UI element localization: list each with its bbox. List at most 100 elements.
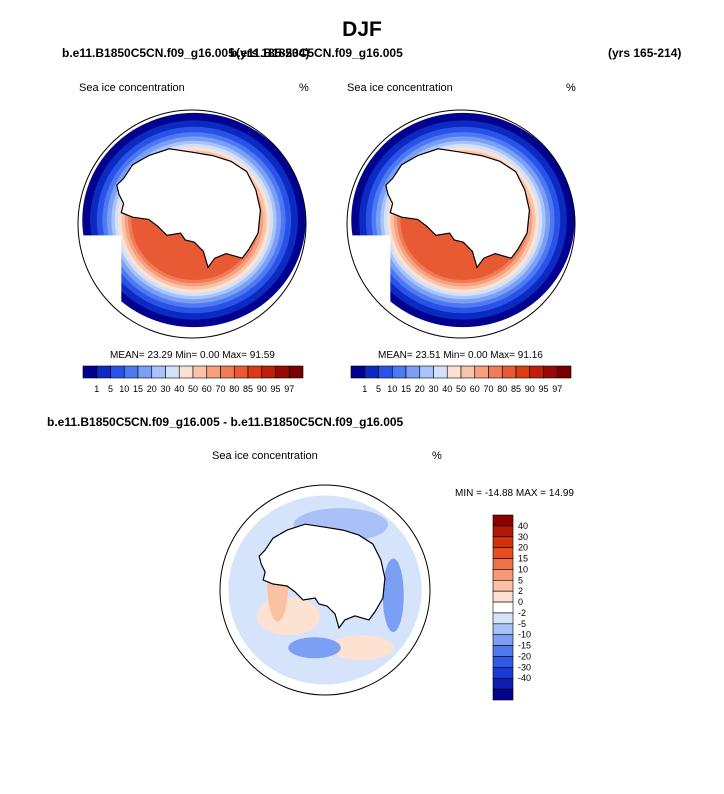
colorbar-box-6 bbox=[492, 579, 514, 592]
colorbar-tick-label: -20 bbox=[518, 651, 531, 661]
colorbar-box-0 bbox=[350, 365, 366, 379]
diff-patch-7 bbox=[288, 637, 341, 659]
colorbar-box-9 bbox=[206, 365, 221, 379]
colorbar-box-15 bbox=[492, 677, 514, 690]
colorbar-tick-label: 10 bbox=[387, 384, 397, 394]
colorbar-tick-label: 90 bbox=[525, 384, 535, 394]
no-data-sector bbox=[78, 235, 122, 338]
colorbar-box-4 bbox=[137, 365, 153, 379]
colorbar-box-12 bbox=[247, 365, 263, 379]
right-variable-label: Sea ice concentration bbox=[347, 82, 453, 94]
colorbar-tick-label: 5 bbox=[518, 575, 523, 585]
colorbar-tick-label: 40 bbox=[174, 384, 184, 394]
colorbar-box-4 bbox=[492, 558, 514, 570]
colorbar-box-2 bbox=[492, 536, 514, 548]
antarctica-outline bbox=[258, 523, 386, 630]
colorbar-tick-label: -15 bbox=[518, 641, 531, 651]
right-years-label: (yrs 165-214) bbox=[608, 46, 682, 60]
left-variable-label: Sea ice concentration bbox=[79, 82, 185, 94]
colorbar-tick-label: 50 bbox=[456, 384, 466, 394]
colorbar-box-10 bbox=[492, 623, 514, 636]
colorbar-box-10 bbox=[488, 365, 503, 379]
colorbar-box-12 bbox=[492, 645, 514, 657]
colorbar-box-5 bbox=[419, 365, 434, 379]
no-data-sector bbox=[347, 235, 391, 338]
right-case-label: b.e11.B1850C5CN.f09_g16.005 bbox=[230, 46, 403, 60]
diff-patch-2 bbox=[330, 635, 394, 661]
colorbar-tick-label: -40 bbox=[518, 673, 531, 683]
colorbar-box-7 bbox=[178, 365, 194, 379]
colorbar-box-7 bbox=[446, 365, 462, 379]
colorbar-tick-label: 0 bbox=[518, 597, 523, 607]
colorbar-tick-label: -5 bbox=[518, 619, 526, 629]
colorbar-tick-label: 15 bbox=[401, 384, 411, 394]
colorbar-box-13 bbox=[261, 365, 276, 379]
colorbar-tick-label: 80 bbox=[229, 384, 239, 394]
page-title: DJF bbox=[342, 18, 382, 41]
colorbar-tick-label: 85 bbox=[243, 384, 253, 394]
diff-patch-1 bbox=[256, 597, 320, 636]
colorbar-box-10 bbox=[220, 365, 235, 379]
colorbar-box-16 bbox=[492, 688, 514, 701]
colorbar-tick-label: 10 bbox=[119, 384, 129, 394]
colorbar-box-1 bbox=[364, 365, 379, 379]
colorbar-tick-label: 50 bbox=[188, 384, 198, 394]
colorbar-box-12 bbox=[515, 365, 531, 379]
colorbar-box-13 bbox=[529, 365, 544, 379]
colorbar-tick-label: 40 bbox=[518, 521, 528, 531]
colorbar-tick-label: 1 bbox=[94, 384, 99, 394]
right-stats: MEAN= 23.51 Min= 0.00 Max= 91.16 bbox=[378, 350, 543, 361]
left-stats: MEAN= 23.29 Min= 0.00 Max= 91.59 bbox=[110, 350, 275, 361]
colorbar-tick-label: 1 bbox=[362, 384, 367, 394]
colorbar-box-0 bbox=[82, 365, 98, 379]
colorbar-tick-label: 10 bbox=[518, 564, 528, 574]
left-years-label: (yrs 185-234) bbox=[236, 46, 310, 60]
colorbar-box-11 bbox=[501, 365, 517, 379]
map-border bbox=[346, 109, 576, 339]
colorbar-box-6 bbox=[165, 365, 180, 379]
colorbar-box-8 bbox=[192, 365, 208, 379]
colorbar-tick-label: 70 bbox=[483, 384, 493, 394]
colorbar-box-1 bbox=[492, 525, 514, 538]
map-border bbox=[77, 109, 307, 339]
colorbar-tick-label: 85 bbox=[511, 384, 521, 394]
right-units-label: % bbox=[566, 82, 576, 94]
colorbar-box-14 bbox=[275, 365, 290, 379]
colorbar-box-2 bbox=[378, 365, 393, 379]
colorbar-tick-label: 60 bbox=[202, 384, 212, 394]
colorbar-tick-label: 70 bbox=[215, 384, 225, 394]
left-units-label: % bbox=[299, 82, 309, 94]
colorbar-box-15 bbox=[288, 365, 304, 379]
diff-stats: MIN = -14.88 MAX = 14.99 bbox=[455, 488, 574, 499]
colorbar-tick-label: 5 bbox=[376, 384, 381, 394]
colorbar-tick-label: -2 bbox=[518, 608, 526, 618]
colorbar-box-14 bbox=[492, 667, 514, 679]
colorbar-box-9 bbox=[474, 365, 489, 379]
colorbar-tick-label: 97 bbox=[284, 384, 294, 394]
diff-units-label: % bbox=[432, 450, 442, 462]
colorbar-box-6 bbox=[433, 365, 448, 379]
colorbar-box-7 bbox=[492, 590, 514, 603]
colorbar-box-3 bbox=[123, 365, 139, 379]
colorbar-tick-label: 95 bbox=[270, 384, 280, 394]
colorbar-tick-label: 60 bbox=[470, 384, 480, 394]
colorbar-box-11 bbox=[233, 365, 249, 379]
antarctica-outline bbox=[116, 148, 262, 269]
colorbar-box-5 bbox=[492, 569, 514, 581]
colorbar-tick-label: 30 bbox=[160, 384, 170, 394]
diff-polar-map bbox=[219, 484, 431, 696]
antarctica-outline bbox=[385, 148, 531, 269]
colorbar-box-11 bbox=[492, 634, 514, 646]
colorbar-tick-label: 30 bbox=[518, 532, 528, 542]
colorbar-tick-label: 40 bbox=[442, 384, 452, 394]
colorbar-box-3 bbox=[391, 365, 407, 379]
colorbar-tick-label: 30 bbox=[428, 384, 438, 394]
colorbar-box-14 bbox=[543, 365, 558, 379]
colorbar-tick-label: 15 bbox=[133, 384, 143, 394]
colorbar-tick-label: 97 bbox=[552, 384, 562, 394]
colorbar-tick-label: 20 bbox=[518, 543, 528, 553]
colorbar-box-9 bbox=[492, 612, 514, 625]
right-polar-map bbox=[346, 109, 576, 339]
